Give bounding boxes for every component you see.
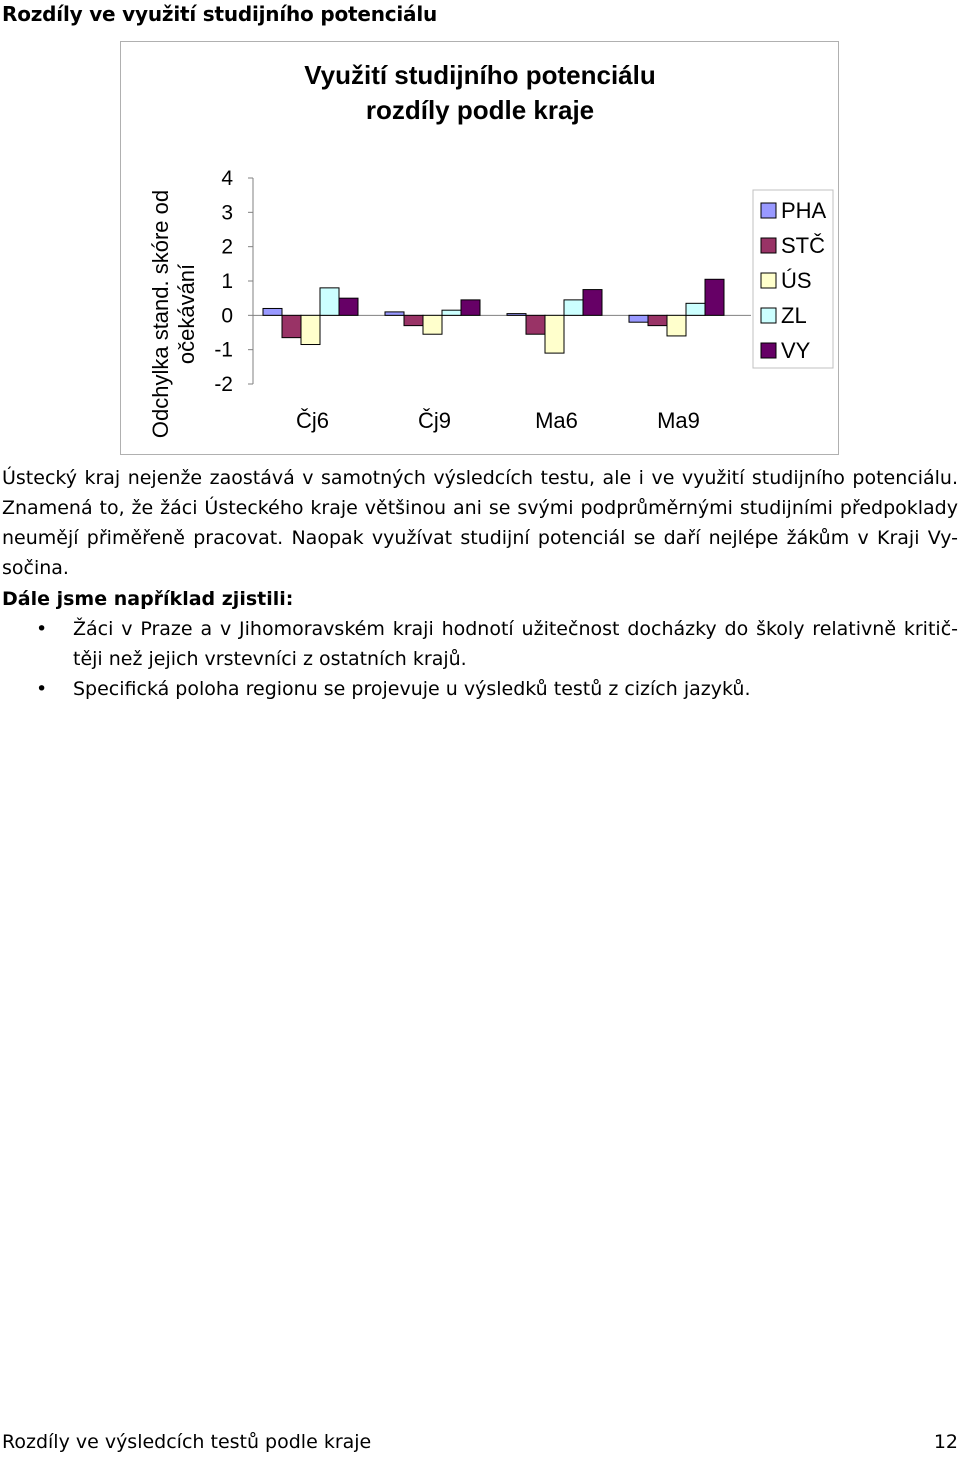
bar-ús	[544, 314, 565, 354]
bar-zl	[685, 302, 706, 316]
bar-pha	[262, 307, 283, 316]
y-tick-label: 0	[221, 304, 233, 327]
subheading: Dále jsme například zjistili:	[2, 588, 294, 610]
y-tick-label: -1	[214, 339, 233, 362]
chart-frame: Využití studijního potenciálu rozdíly po…	[120, 41, 839, 455]
footer-title: Rozdíly ve výsledcích testů podle kraje	[2, 1431, 372, 1453]
bullet-line: těji než jejich vrstevníci z ostatních k…	[73, 648, 467, 670]
bar-ús	[300, 314, 321, 346]
x-tick-label: Čj6	[296, 408, 329, 433]
bar-vy	[704, 278, 725, 316]
y-tick-label: 2	[221, 236, 233, 259]
bar-stč	[281, 314, 302, 339]
bar-stč	[525, 314, 546, 335]
bar-stč	[647, 314, 668, 327]
x-tick-label: Čj9	[418, 408, 451, 433]
page-number: 12	[933, 1431, 958, 1453]
bullet-line: Žáci v Praze a v Jihomoravském kraji hod…	[73, 618, 958, 640]
bullet-item: • Žáci v Praze a v Jihomoravském kraji h…	[2, 614, 958, 674]
bullet-dot: •	[36, 618, 48, 640]
legend-entry: ÚS	[781, 268, 812, 293]
bar-vy	[582, 289, 603, 316]
paragraph: Ústecký kraj nejenže zaostává v samotnýc…	[2, 463, 958, 583]
y-axis-label-line-1: Odchylka stand. skóre od	[148, 190, 173, 438]
bar-zl	[441, 309, 462, 316]
bar-pha	[628, 314, 649, 323]
bar-ús	[666, 314, 687, 337]
legend-swatch	[760, 237, 777, 254]
bar-ús	[422, 314, 443, 335]
paragraph-line: Ústecký kraj nejenže zaostává v samotnýc…	[2, 467, 958, 489]
bar-vy	[460, 299, 481, 316]
bullet-item: • Specifická poloha regionu se projevuje…	[2, 674, 958, 704]
bar-zl	[319, 287, 340, 316]
bar-pha	[384, 311, 405, 316]
chart-title-line-2: rozdíly podle kraje	[366, 95, 594, 125]
legend-entry: VY	[781, 338, 811, 363]
x-tick-label: Ma6	[535, 408, 578, 433]
y-tick-label: 4	[221, 167, 233, 190]
legend-swatch	[760, 307, 777, 324]
y-tick-label: -2	[214, 373, 233, 396]
bullet-list: • Žáci v Praze a v Jihomoravském kraji h…	[2, 614, 958, 704]
legend: PHA STČ ÚS ZL VY	[760, 198, 827, 363]
y-tick-label: 1	[221, 270, 233, 293]
bar-zl	[563, 299, 584, 316]
y-axis-label-line-2: očekávání	[174, 264, 199, 364]
legend-entry: PHA	[781, 198, 827, 223]
legend-entry: STČ	[781, 233, 825, 258]
paragraph-line: sočina.	[2, 557, 69, 579]
legend-swatch	[760, 272, 777, 289]
paragraph-line: Znamená to, že žáci Ústeckého kraje větš…	[2, 497, 958, 519]
bar-vy	[338, 297, 359, 316]
bar-stč	[403, 314, 424, 327]
bullet-dot: •	[36, 678, 48, 700]
paragraph-line: neumějí přiměřeně pracovat. Naopak využí…	[2, 527, 958, 549]
bar-chart: Využití studijního potenciálu rozdíly po…	[148, 60, 834, 438]
y-tick-label: 3	[221, 201, 233, 224]
legend-swatch	[760, 342, 777, 359]
chart-title-line-1: Využití studijního potenciálu	[304, 60, 655, 90]
x-tick-label: Ma9	[657, 408, 700, 433]
legend-swatch	[760, 202, 777, 219]
bar-pha	[506, 313, 527, 316]
legend-entry: ZL	[781, 303, 807, 328]
plot-area: 4 3 2 1 0 -1 -2 Čj6 Čj9 Ma6 Ma9	[214, 167, 751, 433]
section-title: Rozdíly ve využití studijního potenciálu	[2, 2, 438, 26]
bullet-line: Specifická poloha regionu se projevuje u…	[73, 678, 751, 700]
